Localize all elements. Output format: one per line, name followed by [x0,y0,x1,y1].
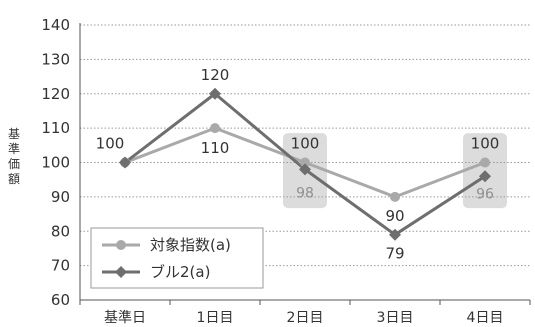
legend-label: 対象指数(a) [150,236,231,254]
data-point [389,228,401,241]
data-label: 98 [296,185,314,201]
data-point [480,157,490,168]
y-tick-label: 100 [41,154,70,172]
data-label: 120 [201,66,230,84]
data-point [210,123,220,134]
data-labels: 100 120 110 100 98 90 79 100 96 [96,66,500,263]
data-point [299,163,311,176]
x-tick-label: 1日目 [197,310,234,326]
data-point [209,87,221,100]
y-tick-label: 80 [51,222,70,240]
y-tick-label: 130 [41,50,70,68]
legend-marker [115,266,127,278]
x-tick-label: 基準日 [104,309,146,326]
y-tick-label: 70 [51,257,70,275]
data-point [300,157,310,168]
data-point [390,191,400,202]
data-label: 110 [201,139,230,157]
series-layer [119,87,491,241]
legend: 対象指数(a) ブル2(a) [90,227,264,289]
data-label: 100 [471,135,500,153]
y-tick-labels: 60 70 80 90 100 110 120 130 140 [41,16,70,309]
data-label: 90 [385,207,404,225]
x-tick-label: 3日目 [377,310,414,326]
legend-box [90,227,264,289]
y-tick-label: 110 [41,119,70,137]
data-label: 100 [96,135,125,153]
y-tick-label: 120 [41,85,70,103]
x-tick-label: 2日目 [287,310,324,326]
data-point [119,156,131,169]
axes [79,23,531,305]
y-tick-label: 60 [51,291,70,309]
data-label: 100 [291,135,320,153]
data-label: 96 [476,186,494,202]
legend-label: ブル2(a) [150,263,210,281]
x-tick-labels: 基準日 1日目 2日目 3日目 4日目 [104,309,503,326]
y-tick-label: 140 [41,16,70,34]
y-tick-label: 90 [51,188,70,206]
legend-marker [116,240,126,250]
x-tick-label: 4日目 [467,310,504,326]
data-point [479,170,491,183]
y-axis-label: 基準価額 [8,127,20,186]
data-label: 79 [385,245,404,263]
